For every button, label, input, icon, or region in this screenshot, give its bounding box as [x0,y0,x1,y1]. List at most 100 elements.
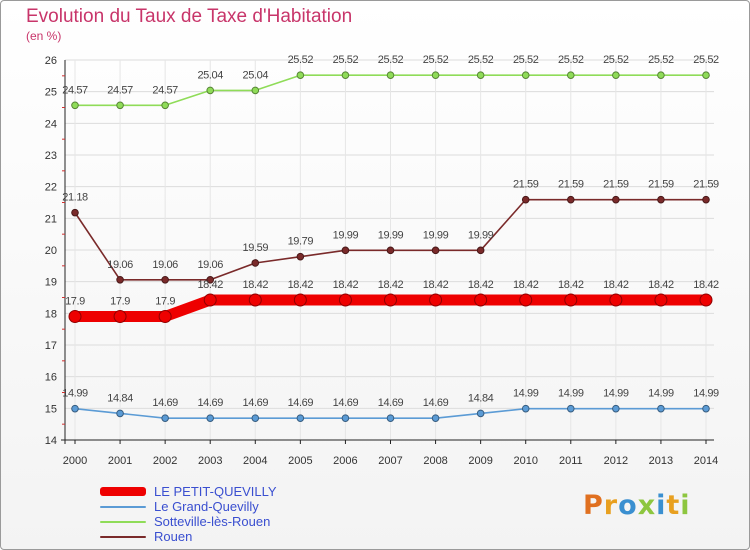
legend-swatch [100,505,146,508]
x-tick-label: 2006 [333,455,357,467]
y-tick-label: 18 [45,308,57,320]
data-point [566,404,575,413]
data-label: 18.42 [243,279,269,291]
data-point [521,71,530,79]
data-point [654,293,668,307]
data-label: 21.59 [558,179,584,191]
logo-letter: r [603,490,619,521]
data-label: 19.79 [288,236,314,248]
data-point [338,293,352,307]
data-label: 21.59 [513,179,539,191]
data-label: 25.04 [243,69,269,81]
logo-letter: P [583,490,604,521]
y-tick-label: 21 [45,213,57,225]
data-label: 25.52 [558,54,584,66]
data-point [206,86,215,95]
data-point [161,275,169,284]
data-label: 19.06 [152,259,178,271]
data-point [251,414,260,422]
data-point [702,71,710,79]
data-label: 24.57 [107,84,133,96]
x-tick-label: 2005 [288,455,312,467]
data-label: 19.99 [423,229,449,241]
data-label: 25.52 [693,54,719,66]
data-label: 14.69 [243,397,269,409]
x-tick-label: 2012 [604,455,628,467]
data-point [699,293,713,307]
legend-label: Sotteville-lès-Rouen [154,514,271,529]
data-label: 25.52 [468,54,494,66]
data-label: 14.99 [62,388,88,400]
data-point [429,293,443,307]
data-label: 18.42 [648,279,674,291]
data-label: 14.69 [197,397,223,409]
data-point [657,71,665,79]
data-label: 18.42 [333,279,359,291]
x-tick-label: 2001 [108,455,132,467]
logo-letter: t [666,490,681,521]
data-point [476,71,485,79]
data-label: 18.42 [468,279,494,291]
data-point [293,293,307,307]
data-label: 19.59 [243,242,269,254]
data-point [251,259,260,267]
data-label: 25.52 [513,54,539,66]
x-tick-label: 2009 [468,455,492,467]
x-tick-label: 2000 [63,455,87,467]
data-point [521,404,530,413]
data-label: 14.69 [378,397,404,409]
y-tick-label: 16 [45,372,57,384]
data-point [113,310,127,323]
data-point [566,195,575,204]
data-point [521,195,530,204]
x-tick-label: 2011 [559,455,583,467]
data-label: 18.42 [603,279,629,291]
data-label: 14.69 [423,397,449,409]
data-point [206,414,215,422]
data-label: 18.42 [693,279,719,291]
y-tick-label: 24 [45,118,57,130]
x-tick-label: 2002 [153,455,177,467]
data-point [431,71,440,79]
data-label: 17.9 [65,296,85,308]
data-point [296,252,305,261]
data-label: 17.9 [110,296,130,308]
data-label: 18.42 [423,279,449,291]
x-tick-label: 2003 [198,455,222,467]
y-tick-label: 14 [45,435,57,447]
data-point [384,293,397,307]
y-tick-label: 26 [45,55,57,67]
data-point [657,195,665,204]
data-point [386,414,395,422]
logo-letter: i [656,490,667,521]
proxiti-logo: Proxiti [583,490,691,521]
data-label: 19.06 [107,259,133,271]
data-label: 25.52 [648,54,674,66]
data-label: 21.59 [693,179,719,191]
data-label: 14.99 [513,388,539,400]
data-label: 14.99 [693,388,719,400]
data-point [71,404,79,413]
data-point [702,195,710,204]
data-point [296,414,305,422]
data-label: 25.52 [333,54,359,66]
data-point [341,71,350,79]
data-label: 14.69 [333,397,359,409]
data-point [566,71,575,79]
x-tick-label: 2010 [513,455,537,467]
data-label: 19.06 [197,259,223,271]
data-point [431,246,440,255]
data-label: 21.59 [603,179,629,191]
data-label: 14.84 [107,392,133,404]
data-point [612,71,620,79]
data-label: 18.42 [558,279,584,291]
data-point [206,275,215,284]
data-label: 14.69 [288,397,314,409]
logo-letter: i [680,490,691,521]
x-tick-label: 2004 [243,455,267,467]
y-tick-label: 15 [45,403,57,415]
legend-item: Rouen [100,529,277,544]
y-tick-label: 22 [45,182,57,194]
data-label: 14.69 [152,397,178,409]
